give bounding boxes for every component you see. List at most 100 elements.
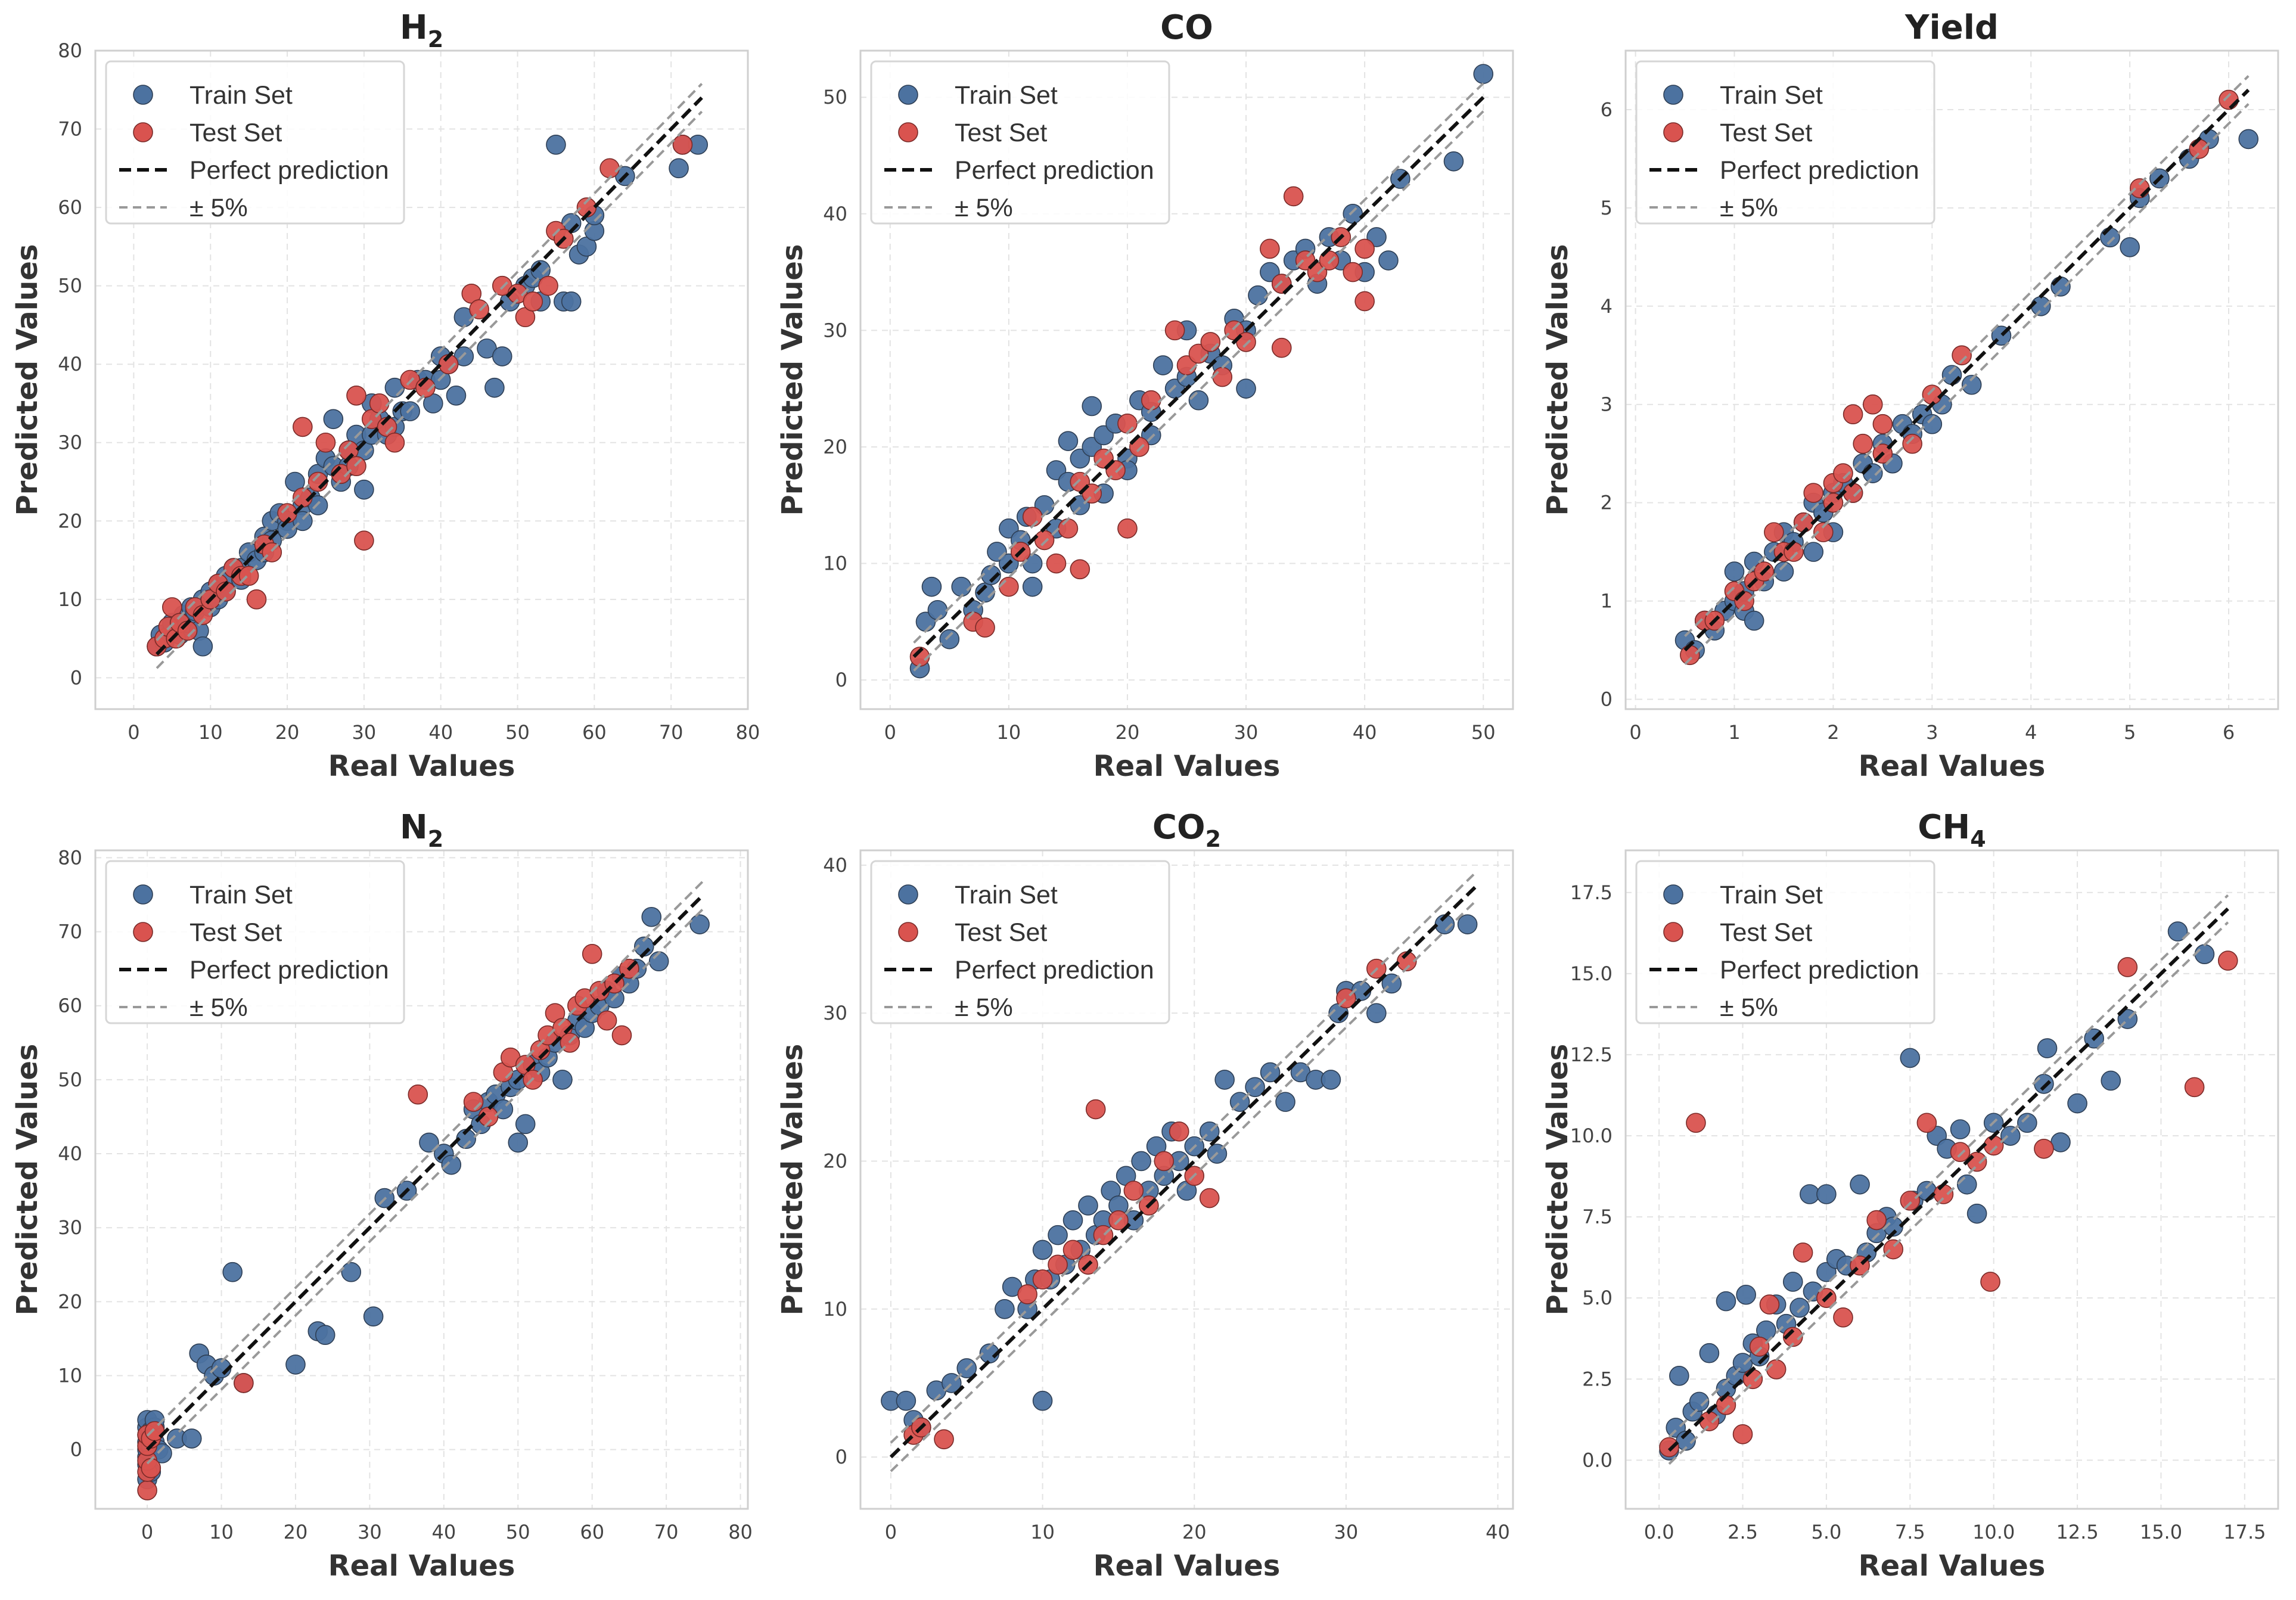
test-point [1034,530,1055,551]
test-point [1123,1180,1144,1201]
legend-marker-train [898,884,918,905]
y-tick-label: 5.0 [1582,1287,1613,1309]
panel-n2: 0 10 20 30 40 50 60 70 80 0 10 20 30 40 50 60 70 80 Real V… [0,800,765,1599]
test-point [1872,414,1893,434]
test-point [1260,238,1280,259]
y-axis-label: Predicted Values [776,1044,809,1316]
train-point [1744,610,1764,631]
x-tick-label: 0 [141,1521,153,1543]
x-axis-label: Real Values [328,1549,515,1583]
test-point [1141,390,1161,411]
y-tick-label: 10 [823,552,847,575]
test-point [408,1084,428,1105]
x-tick-label: 10 [997,721,1021,744]
y-tick-label: 1 [1601,590,1613,613]
legend-label-band: ± 5% [189,194,248,222]
train-point [446,386,467,406]
y-tick-label: 40 [823,203,847,225]
test-point [2184,1077,2205,1098]
train-point [285,1354,306,1375]
train-point [641,906,662,927]
legend: Train Set Test Set Perfect prediction ± 5% [1635,60,1935,225]
perfect-prediction-line [912,96,1485,658]
panel-yield: 0 1 2 3 4 5 6 0 1 2 3 4 5 6 Real Values Predicted Value… [1530,0,2295,800]
x-tick-label: 20 [275,721,300,744]
legend-label-band: ± 5% [955,993,1013,1022]
legend-label-band: ± 5% [955,194,1013,222]
test-series [137,944,639,1500]
y-tick-label: 10 [58,1365,82,1387]
chart-title: CO2 [1152,808,1221,852]
test-point [2219,89,2239,110]
y-tick-label: 40 [58,353,82,375]
train-point [1789,1297,1810,1318]
y-tick-label: 15.0 [1570,962,1613,985]
legend-label-train: Train Set [955,81,1058,110]
train-point [1941,365,1962,386]
test-point [1866,1210,1887,1231]
x-tick-label: 50 [506,1521,530,1543]
train-point [1078,1195,1098,1216]
test-point [1699,1411,1720,1431]
train-point [1131,1151,1151,1172]
x-axis-label: Real Values [328,750,515,783]
legend-box [870,60,1170,225]
test-point [1862,394,1883,415]
x-tick-label: 2 [1827,721,1839,744]
train-point [546,135,566,155]
chart-svg: 0 10 20 30 40 0 10 20 30 40 Real Values Predicted V… [776,808,1514,1583]
test-point [1046,553,1067,574]
train-point [1443,151,1464,172]
train-point [1782,1272,1803,1292]
legend-box [1635,860,1935,1024]
train-point [1343,204,1363,224]
y-tick-label: 0.0 [1582,1449,1613,1471]
train-point [669,158,689,179]
test-point [1813,522,1834,542]
train-point [1457,914,1478,934]
x-tick-label: 17.5 [2223,1521,2266,1543]
x-tick-label: 40 [431,1521,456,1543]
train-point [192,636,213,657]
train-point [689,914,710,934]
legend-marker-test [133,922,153,942]
band-lower-line [890,900,1476,1472]
test-point [1017,1284,1037,1304]
x-tick-label: 20 [284,1521,308,1543]
y-tick-label: 0 [70,1439,82,1461]
test-point [369,393,390,414]
x-tick-label: 20 [1182,1521,1207,1543]
train-point [323,409,344,430]
test-point [538,275,558,296]
x-tick-label: 60 [580,1521,604,1543]
test-point [1843,404,1863,425]
x-axis-label: Real Values [1093,1549,1281,1583]
legend-box [1635,60,1935,225]
y-tick-label: 20 [823,1149,847,1172]
band-lower-line [1668,921,2229,1465]
train-point [896,1390,916,1411]
x-tick-label: 40 [1486,1521,1510,1543]
test-point [1980,1272,2000,1292]
test-point [2217,950,2238,971]
test-point [999,576,1019,597]
test-point [137,1480,157,1500]
test-point [1922,384,1943,405]
x-tick-label: 10 [209,1521,234,1543]
test-point [1058,518,1079,539]
panel-co: 0 10 20 30 40 50 0 10 20 30 40 50 Real Values Predict… [765,0,1530,800]
legend-marker-test [898,122,918,142]
x-tick-label: 7.5 [1895,1521,1925,1543]
perfect-prediction-line [1667,907,2229,1452]
train-point [1032,1390,1053,1411]
plot-frame [1624,849,2279,1510]
train-point [1716,1291,1736,1312]
test-point [1759,1294,1780,1315]
train-point [484,377,505,398]
x-tick-label: 80 [736,721,760,744]
test-point [1154,1151,1175,1172]
train-point [1900,1048,1921,1068]
train-point [552,1070,573,1090]
test-point [1271,337,1292,358]
legend-box [105,860,405,1024]
